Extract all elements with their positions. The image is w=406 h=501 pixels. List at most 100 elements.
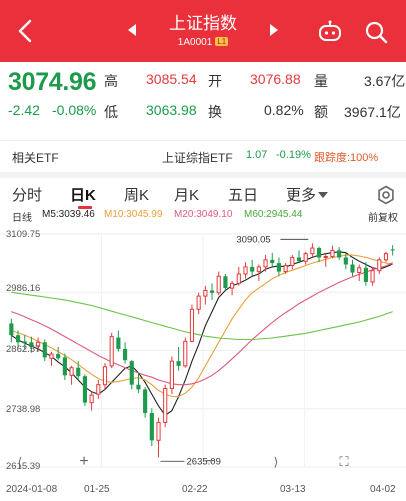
- y-tick-label: 2862.57: [6, 344, 41, 355]
- search-icon[interactable]: [364, 20, 388, 44]
- period-tabs: 分时 日K 周K 月K 五日 更多: [0, 172, 406, 212]
- stock-code: 1A0001 L1: [140, 37, 266, 48]
- candle-body: [256, 266, 261, 273]
- open-label: 开: [208, 73, 222, 89]
- candle-body: [337, 250, 342, 258]
- y-tick-label: 3109.75: [6, 229, 41, 240]
- candle-body: [390, 249, 395, 251]
- candle-body: [263, 259, 268, 268]
- ma60-value: M60:2945.44: [244, 209, 303, 220]
- y-tick-label: 2738.98: [6, 404, 41, 415]
- candle-body: [76, 367, 81, 377]
- candle-body: [209, 290, 215, 293]
- tab-more[interactable]: 更多: [286, 187, 317, 204]
- chevron-down-icon[interactable]: [318, 192, 328, 198]
- candle-body: [89, 394, 94, 404]
- amount-value: 3967.1亿: [344, 104, 401, 120]
- candle-body: [129, 361, 134, 385]
- tab-daily-k[interactable]: 日K: [70, 187, 96, 204]
- candle-body: [323, 256, 328, 259]
- candle-body: [116, 337, 121, 349]
- candle-body: [169, 360, 174, 389]
- top-nav-bar: 上证指数 1A0001 L1: [0, 0, 406, 62]
- fullscreen-icon[interactable]: ⛶: [339, 454, 349, 469]
- amount-label: 额: [314, 104, 328, 120]
- candle-body: [149, 412, 154, 441]
- turnover-value: 0.82%: [264, 102, 304, 118]
- ma-line-m60: [11, 291, 393, 341]
- candle-body: [276, 263, 282, 272]
- candle-body: [163, 387, 168, 423]
- ma10-value: M10:3045.99: [104, 209, 163, 220]
- candle-body: [350, 264, 355, 273]
- candle-body: [9, 323, 14, 336]
- candle-body: [69, 367, 74, 376]
- high-value: 3085.54: [146, 71, 197, 87]
- candle-body: [82, 376, 88, 403]
- candle-body: [357, 267, 362, 274]
- page-title: 上证指数: [169, 14, 237, 33]
- volume-label: 量: [314, 73, 328, 89]
- candle-body: [250, 266, 255, 272]
- prev-stock-icon[interactable]: [128, 24, 136, 36]
- adjust-mode[interactable]: 前复权: [368, 213, 398, 224]
- turnover-label: 换: [208, 104, 222, 120]
- x-tick-label: 01-25: [84, 484, 110, 495]
- price-change: -2.42: [8, 102, 40, 118]
- tab-monthly-k[interactable]: 月K: [174, 187, 200, 204]
- candle-body: [189, 308, 195, 342]
- ma-line-m20: [11, 262, 393, 386]
- candle-body: [316, 248, 322, 258]
- candle-body: [36, 341, 41, 347]
- tab-five-day[interactable]: 五日: [228, 187, 259, 204]
- etf-tracking: 跟踪度:100%: [314, 152, 379, 164]
- candle-body: [310, 247, 315, 255]
- candle-body: [56, 354, 61, 359]
- candle-body: [42, 342, 47, 358]
- tab-intraday[interactable]: 分时: [12, 187, 43, 204]
- candle-body: [330, 249, 335, 258]
- robot-icon[interactable]: [318, 20, 342, 42]
- candle-body: [236, 273, 241, 284]
- candle-body: [283, 264, 288, 273]
- candle-body: [183, 340, 188, 367]
- level-badge: L1: [215, 37, 229, 46]
- active-tab-indicator: [78, 206, 92, 209]
- related-etf-row[interactable]: 相关ETF 上证综指ETF 1.07 -0.19% 跟踪度:100%: [0, 140, 406, 171]
- candle-body: [49, 353, 54, 359]
- zoom-in-icon[interactable]: +: [79, 453, 89, 470]
- candle-body: [143, 389, 148, 413]
- candle-body: [122, 348, 128, 361]
- gear-icon[interactable]: [376, 185, 396, 205]
- candlestick-chart[interactable]: 3090.05 2635.09: [0, 224, 406, 478]
- ma-indicator-row: 日线 M5:3039.46 M10:3045.99 M20:3049.10 M6…: [0, 206, 406, 224]
- zoom-out-icon[interactable]: −: [205, 453, 215, 470]
- candle-body: [15, 335, 21, 343]
- price-change-pct: -0.08%: [52, 102, 97, 118]
- candle-body: [296, 257, 302, 262]
- back-icon[interactable]: [14, 18, 38, 44]
- open-value: 3076.88: [250, 71, 301, 87]
- ma-line-m5: [10, 251, 393, 417]
- next-stock-icon[interactable]: [270, 24, 278, 36]
- x-tick-label: 04-02: [370, 484, 396, 495]
- tab-weekly-k[interactable]: 周K: [124, 187, 150, 204]
- etf-change-pct: -0.19%: [276, 149, 311, 161]
- x-tick-label: 2024-01-08: [6, 484, 58, 495]
- etf-name[interactable]: 上证综指ETF: [162, 151, 233, 165]
- candle-body: [109, 336, 114, 367]
- candle-body: [96, 384, 101, 395]
- scroll-right-icon[interactable]: ⟩: [273, 455, 279, 469]
- related-etf-label: 相关ETF: [12, 151, 59, 165]
- candle-body: [203, 289, 208, 297]
- scroll-left-icon[interactable]: ⟨: [17, 455, 23, 469]
- candle-body: [223, 276, 228, 289]
- candle-body: [22, 341, 27, 344]
- high-label: 高: [104, 73, 118, 89]
- last-price: 3074.96: [8, 68, 97, 96]
- candle-body: [303, 253, 308, 262]
- x-tick-label: 03-13: [280, 484, 306, 495]
- max-annotation: 3090.05: [236, 234, 270, 245]
- ma5-value: M5:3039.46: [42, 209, 95, 220]
- candle-body: [136, 384, 141, 390]
